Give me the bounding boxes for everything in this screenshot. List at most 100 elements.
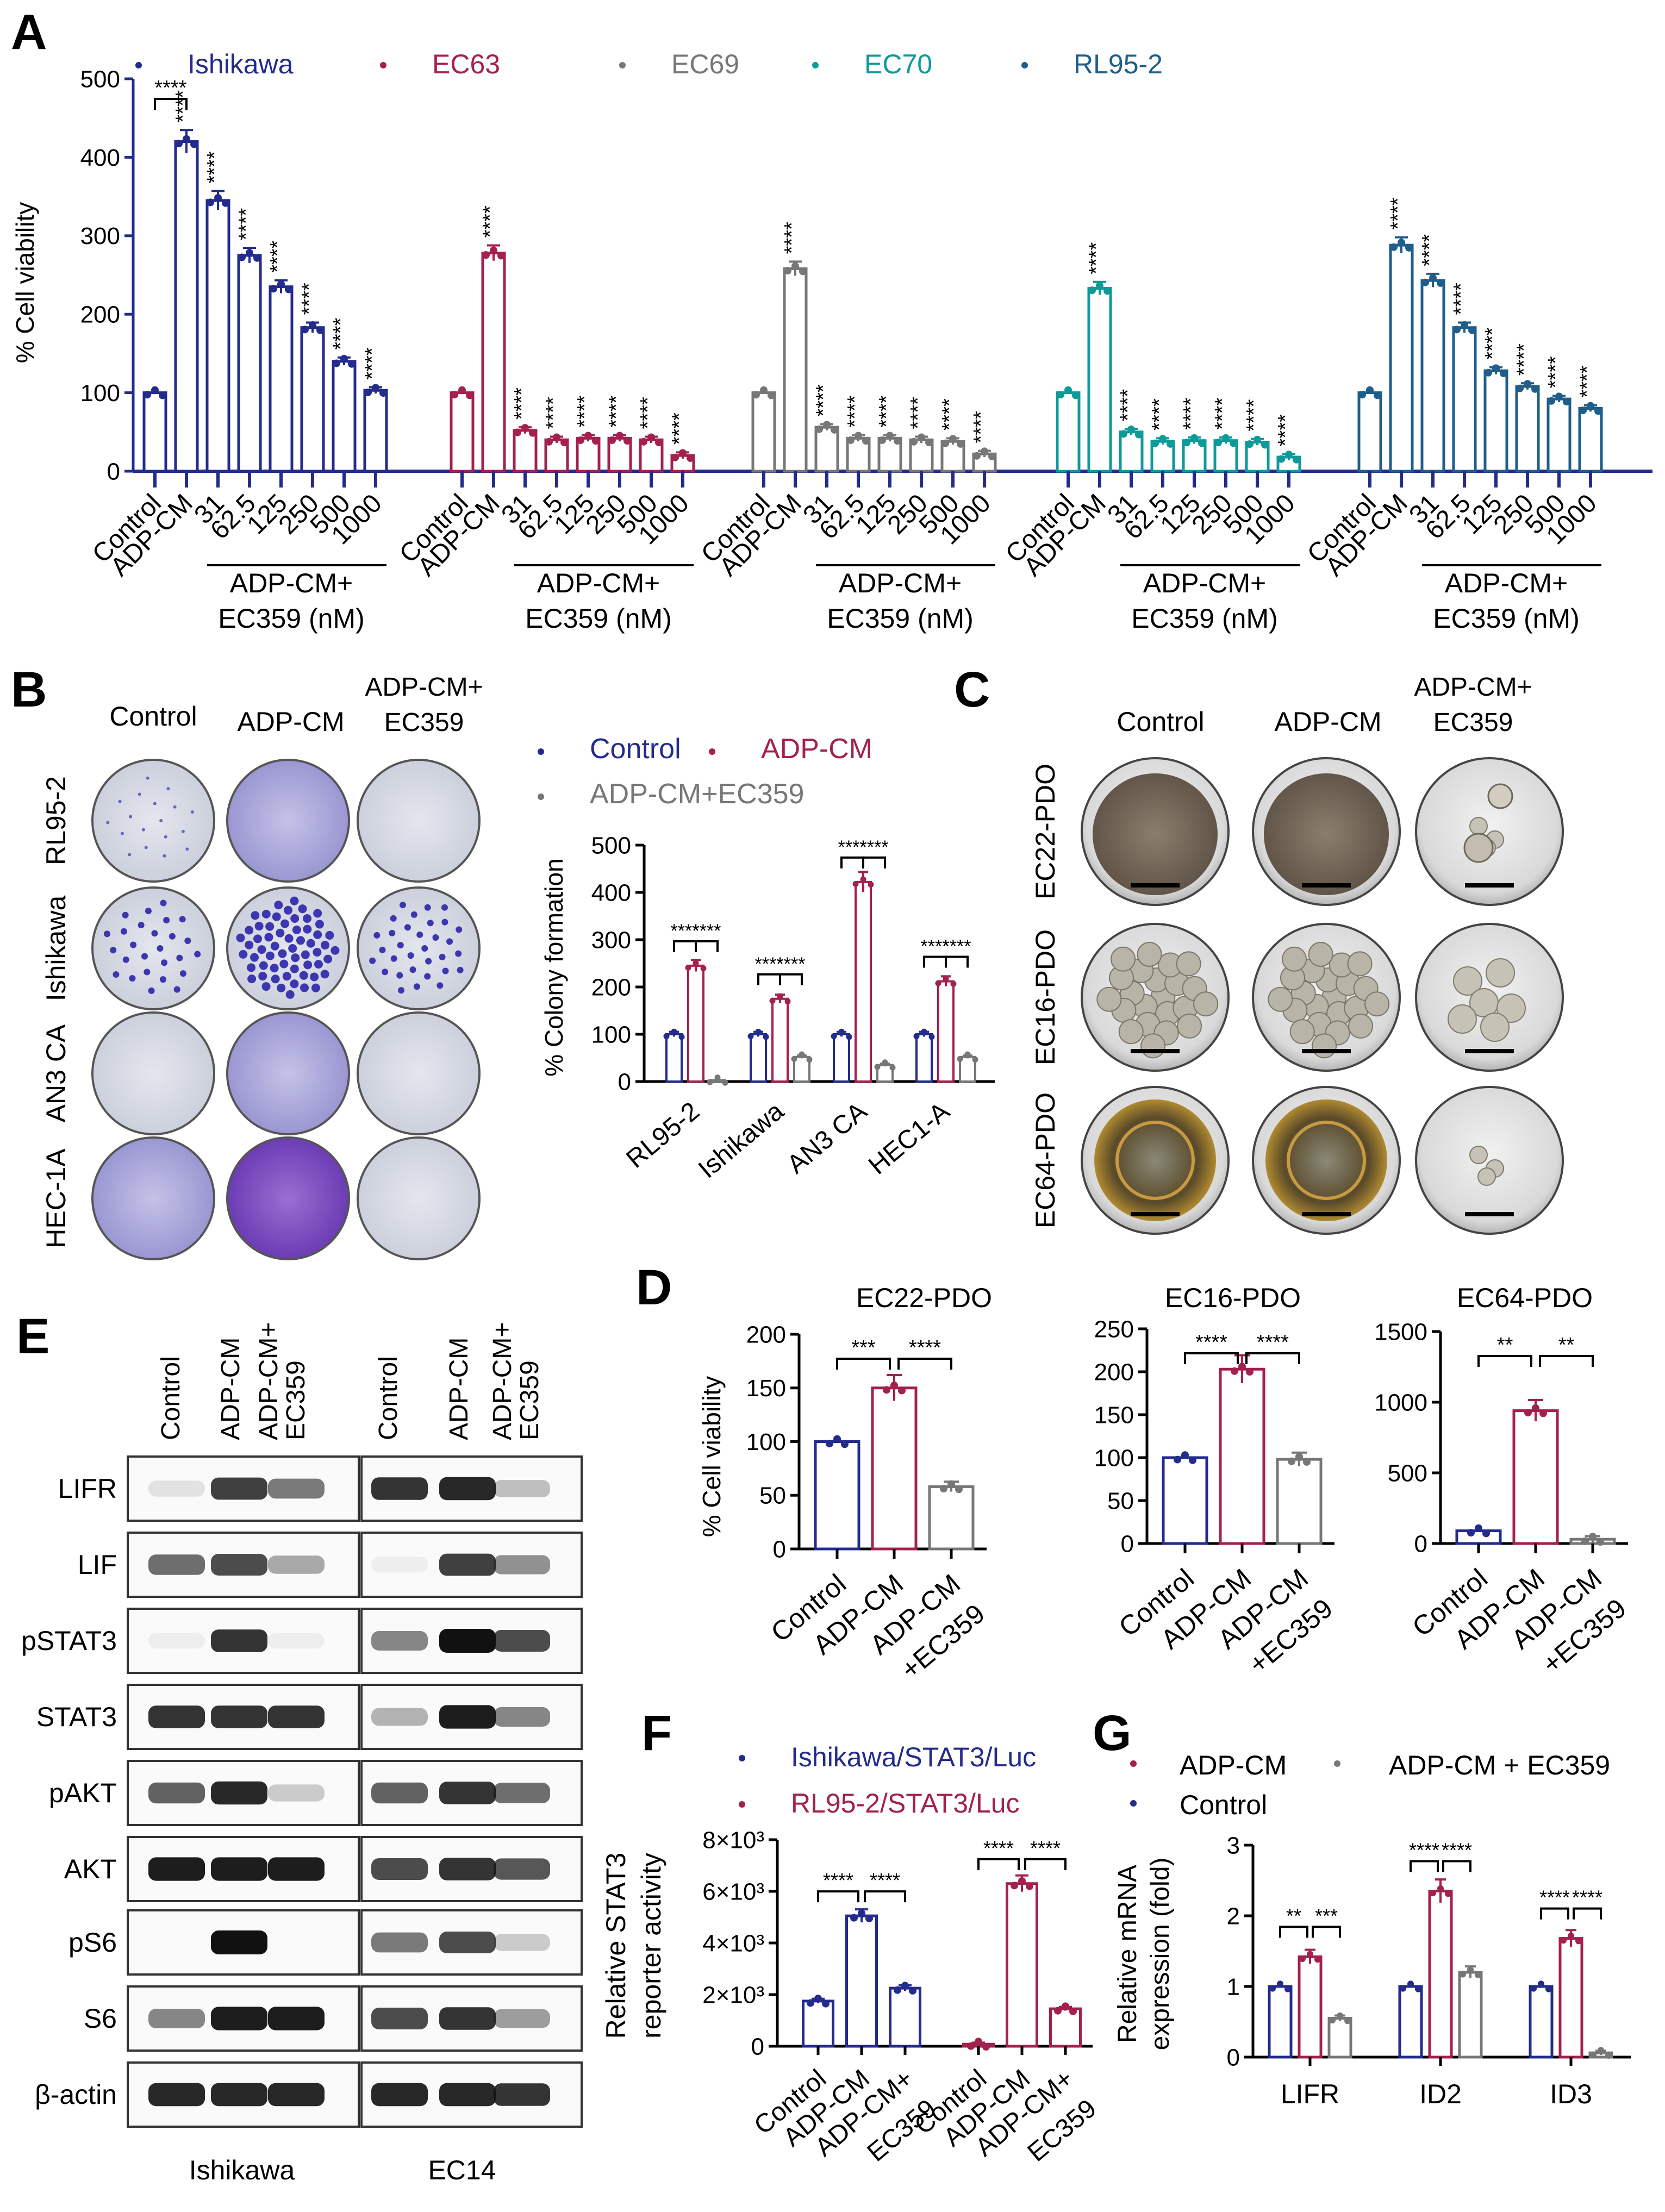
data-point — [1238, 1363, 1246, 1371]
cell-cluster — [1487, 783, 1513, 809]
data-point — [799, 267, 807, 276]
colony — [390, 955, 397, 962]
blot-band — [371, 1932, 428, 1953]
blot-row-label: β-actin — [35, 2079, 117, 2110]
colony — [141, 953, 148, 960]
y-tick-label: 1 — [1227, 1973, 1240, 2000]
significance-label: **** — [1409, 1839, 1439, 1861]
significance-bracket — [673, 940, 697, 952]
chart-title: EC64-PDO — [1457, 1283, 1593, 1313]
colony — [166, 787, 170, 791]
bar — [802, 1999, 834, 2048]
row-label: AN3 CA — [41, 1024, 71, 1122]
chart-title: EC22-PDO — [856, 1283, 992, 1313]
bar — [1389, 243, 1414, 473]
lane-label: Control — [374, 1356, 403, 1440]
cell-cluster — [1096, 986, 1122, 1012]
bar — [1558, 1937, 1583, 2059]
data-point — [1026, 1882, 1033, 1890]
bar — [783, 267, 808, 473]
y-tick-label: 100 — [80, 380, 120, 407]
blot-band — [439, 1705, 496, 1729]
colony-dish — [91, 759, 215, 883]
scale-bar — [1465, 1049, 1514, 1053]
blot-band — [211, 1477, 267, 1500]
cell-cluster — [1268, 986, 1293, 1012]
data-point — [1461, 321, 1468, 329]
blot-band — [211, 1930, 267, 1954]
cell-cluster — [1312, 1033, 1337, 1059]
group-label: ADP-CM+ — [537, 568, 660, 598]
significance-label: **** — [671, 921, 700, 941]
bar — [300, 326, 325, 473]
data-point — [1400, 1985, 1406, 1992]
legend-marker — [538, 748, 544, 755]
y-tick-label: 3 — [1227, 1832, 1240, 1859]
bar — [665, 1033, 683, 1083]
scale-bar — [1131, 1049, 1180, 1053]
colony — [190, 810, 194, 814]
significance-label: **** — [1539, 1886, 1570, 1909]
y-tick-label: 500 — [591, 832, 631, 859]
panel-b-chart: 0 100 200 300 400 500 % Colony formation Contro… — [538, 733, 995, 1184]
series-ec63: EC63Control****ADP-CM****31****62.5****1… — [380, 49, 695, 634]
significance-bracket — [1024, 1858, 1067, 1870]
data-point — [1127, 426, 1135, 433]
data-point — [451, 391, 458, 399]
colony — [261, 909, 271, 918]
colony — [313, 948, 322, 957]
colony — [185, 847, 189, 851]
data-point — [763, 1034, 769, 1040]
legend-marker — [812, 62, 819, 68]
bar — [1357, 391, 1382, 473]
blot-band — [494, 1783, 550, 1803]
significance-stars: **** — [907, 397, 930, 429]
column-header: Control — [109, 701, 197, 732]
data-point — [874, 1064, 881, 1070]
bar — [1087, 287, 1112, 473]
y-tick-label: 100 — [591, 1021, 631, 1048]
data-point — [760, 386, 768, 394]
data-point — [1568, 1932, 1574, 1939]
row-label: Ishikawa — [41, 896, 71, 1002]
colony — [301, 950, 310, 959]
data-point — [1445, 1890, 1451, 1897]
bar — [1546, 397, 1572, 473]
panel-a-chart: 0 100 200 300 400 500 % Cell viability Ishikawa… — [11, 49, 1652, 634]
colony — [245, 940, 254, 949]
data-point — [747, 1033, 754, 1040]
group-label: ADP-CM+ — [1445, 568, 1568, 598]
significance-bracket — [945, 955, 969, 968]
data-point — [1530, 1985, 1537, 1992]
y-tick-label: 200 — [1094, 1359, 1134, 1385]
data-point — [1467, 1966, 1474, 1973]
data-point — [1151, 439, 1159, 447]
data-point — [833, 1435, 841, 1443]
colony — [257, 945, 266, 954]
data-point — [831, 426, 838, 434]
blot-band — [148, 1782, 205, 1804]
data-point — [894, 437, 901, 445]
data-point — [1437, 1885, 1444, 1892]
y-axis-title: Relative mRNA — [1113, 1865, 1142, 2043]
organoid — [1265, 1099, 1387, 1221]
colony — [159, 819, 163, 822]
data-point — [1054, 2007, 1062, 2015]
blot-band — [494, 2083, 550, 2106]
significance-label: **** — [154, 77, 186, 99]
y-tick-label: 8×10³ — [702, 1827, 764, 1853]
significance-label: ** — [1286, 1904, 1301, 1927]
colony — [261, 982, 271, 991]
colony — [239, 949, 248, 959]
legend-label: ADP-CM — [1180, 1750, 1287, 1780]
significance-stars: **** — [605, 395, 628, 427]
data-point — [928, 1034, 935, 1040]
data-point — [1460, 1971, 1466, 1978]
data-point — [1285, 451, 1293, 459]
data-point — [1011, 1882, 1018, 1890]
data-point — [947, 1480, 955, 1488]
y-tick-label: 2 — [1227, 1903, 1240, 1929]
cell-cluster — [1177, 1013, 1202, 1039]
bar — [142, 391, 167, 473]
